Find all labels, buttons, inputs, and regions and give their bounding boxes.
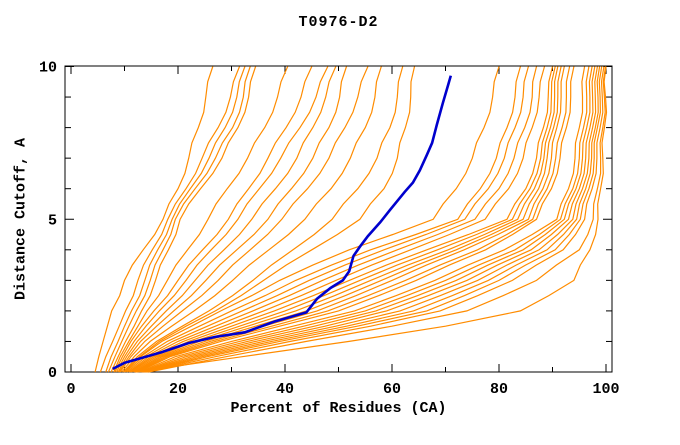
- x-tick-label: 40: [276, 381, 294, 398]
- y-tick-label: 10: [39, 60, 57, 77]
- model-curve: [145, 66, 603, 373]
- y-axis-label: Distance Cutoff, A: [12, 137, 30, 301]
- model-curve: [133, 66, 559, 373]
- model-curve: [142, 66, 596, 373]
- model-curve: [99, 66, 241, 373]
- model-curve: [105, 66, 246, 373]
- model-curve: [128, 66, 538, 373]
- x-tick-label: 0: [66, 381, 75, 398]
- model-curve: [148, 66, 607, 373]
- model-curve: [140, 66, 590, 373]
- model-curve: [121, 66, 382, 373]
- chart-title: T0976-D2: [298, 14, 379, 31]
- model-curve: [132, 66, 556, 373]
- model-curve: [135, 66, 608, 373]
- model-curve: [114, 66, 313, 373]
- model-curve: [129, 66, 546, 373]
- model-curve: [146, 66, 605, 373]
- model-curve: [124, 66, 500, 373]
- model-curve: [141, 66, 593, 373]
- highlighted-model-curve: [112, 75, 453, 371]
- x-axis-label: Percent of Residues (CA): [230, 400, 447, 417]
- model-curve: [110, 66, 257, 373]
- model-curve: [113, 66, 289, 373]
- model-curve: [94, 66, 214, 373]
- model-curve: [139, 66, 586, 373]
- x-tick-label: 20: [169, 381, 187, 398]
- model-curve: [123, 66, 416, 373]
- model-curve: [118, 66, 348, 373]
- model-curve: [117, 66, 337, 373]
- x-tick-label: 100: [592, 381, 619, 398]
- model-curve: [138, 66, 575, 373]
- model-curve: [130, 66, 554, 373]
- model-curve: [137, 66, 571, 373]
- y-tick-label: 0: [48, 365, 57, 382]
- model-curve: [122, 66, 404, 373]
- x-tick-label: 60: [383, 381, 401, 398]
- y-tick-label: 5: [48, 212, 57, 229]
- model-curve: [136, 66, 565, 373]
- model-curve: [115, 66, 329, 373]
- model-curve: [143, 66, 598, 373]
- model-curve: [107, 66, 251, 373]
- model-curve: [126, 66, 529, 373]
- model-curve: [119, 66, 369, 373]
- x-tick-label: 80: [490, 381, 508, 398]
- model-curve: [125, 66, 521, 373]
- model-curve: [144, 66, 601, 373]
